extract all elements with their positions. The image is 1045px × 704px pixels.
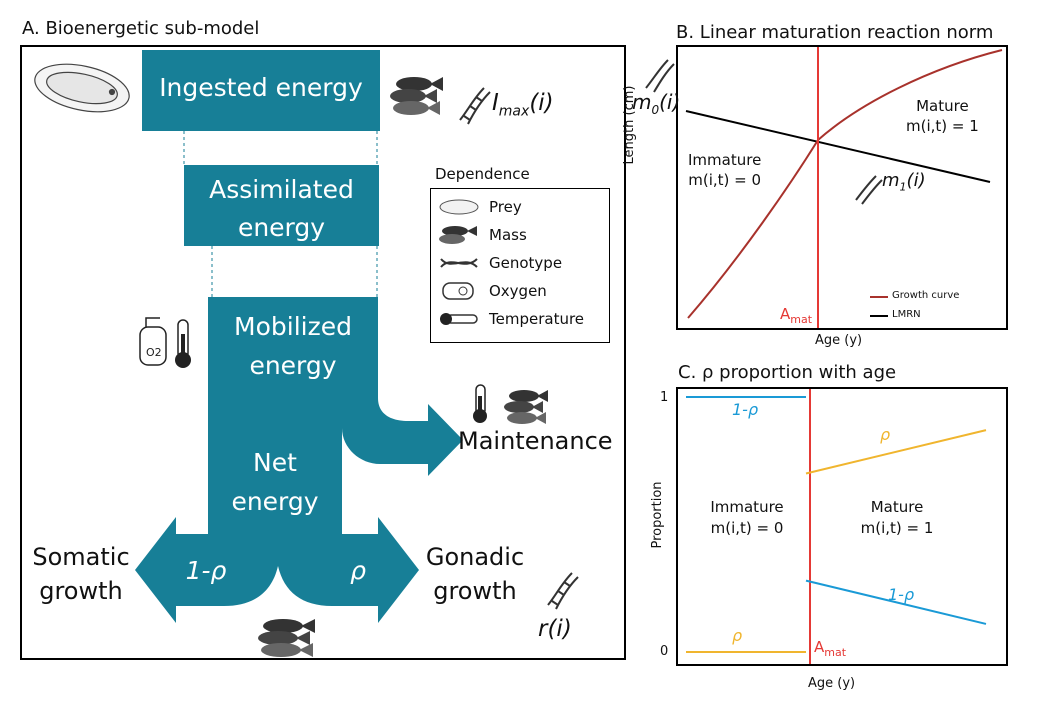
fish-mass-icon xyxy=(439,226,477,244)
dna-icon xyxy=(440,258,478,268)
rho-label: ρ xyxy=(350,556,366,585)
ingested-energy-label: Ingested energy xyxy=(159,73,363,102)
c-xlabel: Age (y) xyxy=(808,676,856,691)
b-immature-label: Immature m(i,t) = 0 xyxy=(688,151,762,190)
c-label-rho-immature: ρ xyxy=(732,626,743,645)
c-ytick-0: 0 xyxy=(660,644,669,659)
ingested-energy-box xyxy=(142,50,380,131)
panel-b-title: B. Linear maturation reaction norm xyxy=(676,22,994,43)
b-xlabel: Age (y) xyxy=(815,333,863,348)
fish-mass-icon-maintenance xyxy=(504,390,548,424)
c-amat-label: Amat xyxy=(814,638,847,659)
b-m0-label: m0(i) xyxy=(632,90,681,117)
imax-label: Imax(i) xyxy=(492,90,554,120)
b-amat-label: Amat xyxy=(780,305,813,326)
thermometer-icon-mobilized xyxy=(175,319,191,368)
dna-icon-imax xyxy=(459,87,491,125)
dashed-connectors xyxy=(183,131,378,297)
net-energy-label-line1: Net xyxy=(253,448,297,477)
panel-b-chart xyxy=(676,45,1008,330)
panel-a-frame xyxy=(20,45,626,660)
legend-item-genotype: Genotype xyxy=(437,249,609,277)
c-series-1-segment-1 xyxy=(805,429,987,475)
thermometer-icon xyxy=(440,313,478,325)
thermometer-icon-maintenance xyxy=(473,384,487,423)
assimilated-energy-box xyxy=(184,165,379,246)
c-mature-label: Mature m(i,t) = 1 xyxy=(860,498,934,537)
lmrn-line xyxy=(685,110,991,183)
oxygen-tank-icon xyxy=(442,282,474,300)
dependence-legend: Dependence Prey Mass Genotype Oxygen Tem… xyxy=(430,165,610,343)
prey-icon xyxy=(439,199,479,215)
dna-icon-m0 xyxy=(645,59,675,93)
legend-title: Dependence xyxy=(435,165,530,183)
r-i-label: r(i) xyxy=(538,616,572,642)
legend-item-oxygen: Oxygen xyxy=(437,277,609,305)
dna-icon-m1 xyxy=(855,175,883,205)
somatic-growth-label-line2: growth xyxy=(39,577,123,605)
fish-mass-icon-bottom xyxy=(258,619,315,657)
b-legend-lmrn-label: LMRN xyxy=(892,309,921,320)
c-immature-label: Immature m(i,t) = 0 xyxy=(710,498,784,537)
gonadic-growth-label-line1: Gonadic xyxy=(425,543,525,571)
mobilized-energy-label-line2: energy xyxy=(249,351,337,380)
gonadic-growth-label-line2: growth xyxy=(433,577,517,605)
mobilized-energy-label-line1: Mobilized xyxy=(234,312,352,341)
svg-text:O2: O2 xyxy=(146,346,162,359)
b-legend-growth-label: Growth curve xyxy=(892,290,960,301)
panel-c-chart xyxy=(676,387,1008,666)
oxygen-tank-icon-mobilized: O2 xyxy=(139,317,167,366)
mobilized-energy-flow xyxy=(135,297,463,623)
fish-mass-icon-ingested xyxy=(390,77,443,115)
c-ytick-1: 1 xyxy=(660,390,669,405)
legend-item-temperature: Temperature xyxy=(437,305,609,333)
one-minus-rho-label: 1-ρ xyxy=(185,556,227,585)
panel-a-title: A. Bioenergetic sub-model xyxy=(22,18,260,39)
maintenance-label: Maintenance xyxy=(458,427,613,455)
c-series-0-segment-1 xyxy=(805,579,987,625)
assimilated-energy-label-line2: energy xyxy=(237,213,326,242)
somatic-growth-label-line1: Somatic xyxy=(32,543,130,571)
b-m1-label: m1(i) xyxy=(882,170,926,194)
prey-icon-large xyxy=(34,63,130,113)
legend-item-mass: Mass xyxy=(437,221,609,249)
c-label-rho-mature: ρ xyxy=(880,425,891,444)
legend-item-prey: Prey xyxy=(437,193,609,221)
c-ylabel: Proportion xyxy=(650,481,665,549)
b-mature-label: Mature m(i,t) = 1 xyxy=(906,97,979,136)
dna-icon-r xyxy=(547,572,579,610)
assimilated-energy-label-line1: Assimilated xyxy=(209,175,354,204)
net-energy-label-line2: energy xyxy=(231,487,319,516)
c-label-one-minus-rho-mature: 1-ρ xyxy=(888,585,915,604)
panel-c-title: C. ρ proportion with age xyxy=(678,362,897,383)
c-label-one-minus-rho-top: 1-ρ xyxy=(732,400,759,419)
